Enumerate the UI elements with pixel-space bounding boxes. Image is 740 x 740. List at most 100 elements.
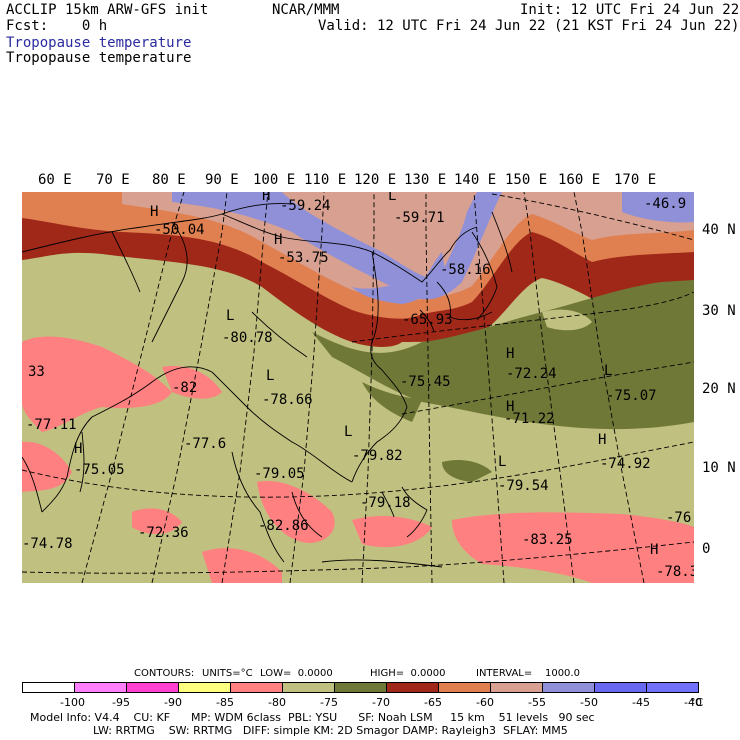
extremum-value: -82 xyxy=(172,380,197,396)
longitude-label: 150 E xyxy=(505,172,548,188)
init-time: Init: 12 UTC Fri 24 Jun 22 xyxy=(520,2,740,18)
extremum-value: -79.18 xyxy=(360,495,411,511)
longitude-label: 60 E xyxy=(38,172,72,188)
colorbar-tick-label: -50 xyxy=(580,696,598,709)
colorbar-swatch xyxy=(22,682,75,693)
extremum-value: -72.24 xyxy=(506,366,557,382)
longitude-label: 120 E xyxy=(354,172,397,188)
colorbar-tick-label: -75 xyxy=(320,696,338,709)
colorbar-swatch xyxy=(178,682,231,693)
colorbar-tick-label: -95 xyxy=(112,696,130,709)
extremum-value: -77.6 xyxy=(184,436,226,452)
extremum-value: -78.3 xyxy=(656,564,694,580)
extremum-marker: H xyxy=(150,204,158,220)
colorbar-unit: °C xyxy=(690,696,704,709)
extremum-value: -50.04 xyxy=(154,222,205,238)
longitude-label: 110 E xyxy=(304,172,347,188)
colorbar-swatch xyxy=(282,682,335,693)
longitude-label: 170 E xyxy=(614,172,657,188)
contours-label: CONTOURS: xyxy=(134,668,195,679)
extremum-marker: H xyxy=(274,232,282,248)
extremum-value: -74.78 xyxy=(22,536,73,552)
extremum-value: -78.66 xyxy=(262,392,313,408)
extremum-marker: L xyxy=(266,368,274,384)
interval-label: INTERVAL= 1000.0 xyxy=(476,668,580,679)
latitude-label: 20 N xyxy=(702,381,736,397)
colorbar-swatch xyxy=(74,682,127,693)
extremum-marker: H xyxy=(650,542,658,558)
extremum-value: -59.71 xyxy=(394,210,445,226)
extremum-value: -74.92 xyxy=(600,456,651,472)
longitude-label: 160 E xyxy=(558,172,601,188)
extremum-value: -80.78 xyxy=(222,330,273,346)
extremum-value: -71.22 xyxy=(504,411,555,427)
extremum-marker: L xyxy=(344,424,352,440)
colorbar-swatch xyxy=(230,682,283,693)
extremum-marker: H xyxy=(506,399,514,415)
low-label: LOW= 0.0000 xyxy=(260,668,333,679)
extremum-marker: L xyxy=(388,192,396,204)
extremum-value: -77.11 xyxy=(26,417,77,433)
extremum-value: -75.07 xyxy=(606,388,657,404)
extremum-value: -79.05 xyxy=(254,466,305,482)
colorbar-swatch xyxy=(438,682,491,693)
colorbar-tick-label: -45 xyxy=(632,696,650,709)
colorbar-tick-label: -60 xyxy=(476,696,494,709)
longitude-label: 130 E xyxy=(404,172,447,188)
units-label: UNITS=°C xyxy=(202,668,253,679)
valid-time: Valid: 12 UTC Fri 24 Jun 22 (21 KST Fri … xyxy=(318,18,740,34)
tropopause-temperature-map: H -59.24 L -59.71 -46.9 H -50.04 H -53.75 -58.16 L… xyxy=(22,192,694,583)
field-title-shaded: Tropopause temperature xyxy=(6,35,192,51)
extremum-value: -76. xyxy=(666,510,694,526)
longitude-label: 80 E xyxy=(152,172,186,188)
colorbar-tick-label: -40 xyxy=(684,696,702,709)
colorbar-tick-label: -85 xyxy=(216,696,234,709)
longitude-label: 100 E xyxy=(253,172,296,188)
extremum-value: -79.82 xyxy=(352,448,403,464)
colorbar-tick-label: -90 xyxy=(164,696,182,709)
field-title-contour: Tropopause temperature xyxy=(6,50,192,66)
extremum-value: -59.24 xyxy=(280,198,331,214)
colorbar-tick-label: -55 xyxy=(528,696,546,709)
latitude-label: 40 N xyxy=(702,222,736,238)
extremum-marker: H xyxy=(506,346,514,362)
extremum-value: -75.45 xyxy=(400,374,451,390)
extremum-value: -79.54 xyxy=(498,478,549,494)
title-center: NCAR/MMM xyxy=(272,2,340,18)
extremum-value: -75.05 xyxy=(74,462,125,478)
longitude-label: 90 E xyxy=(205,172,239,188)
extremum-value: -53.75 xyxy=(278,250,329,266)
extremum-value: -83.25 xyxy=(522,532,573,548)
high-label: HIGH= 0.0000 xyxy=(370,668,446,679)
colorbar-tick-label: -100 xyxy=(60,696,85,709)
extremum-marker: L xyxy=(498,454,506,470)
extremum-marker: H xyxy=(262,192,270,204)
colorbar-swatch xyxy=(594,682,647,693)
longitude-label: 70 E xyxy=(96,172,130,188)
colorbar-swatch xyxy=(126,682,179,693)
extremum-value: -65.93 xyxy=(402,312,453,328)
colorbar-tick-label: -65 xyxy=(424,696,442,709)
extremum-marker: L xyxy=(226,308,234,324)
title-left: ACCLIP 15km ARW-GFS init xyxy=(6,2,209,18)
extremum-marker: L xyxy=(604,363,612,379)
extremum-value: -46.9 xyxy=(644,196,686,212)
extremum-value: -72.36 xyxy=(138,525,189,541)
extremum-value: 33 xyxy=(28,364,45,380)
latitude-label: 10 N xyxy=(702,460,736,476)
model-info-line2: LW: RRTMG SW: RRTMG DIFF: simple KM: 2D … xyxy=(30,724,568,737)
extremum-value: -82.86 xyxy=(258,518,309,534)
colorbar-swatch xyxy=(490,682,543,693)
model-info-line1: Model Info: V4.4 CU: KF MP: WDM 6class P… xyxy=(30,711,595,724)
extremum-marker: H xyxy=(598,432,606,448)
extremum-marker: H xyxy=(74,441,82,457)
forecast-hour: Fcst: 0 h xyxy=(6,18,108,34)
latitude-label: 0 xyxy=(702,541,711,557)
colorbar-swatch xyxy=(386,682,439,693)
colorbar-swatch xyxy=(334,682,387,693)
latitude-label: 30 N xyxy=(702,303,736,319)
colorbar-swatch xyxy=(646,682,699,693)
colorbar-swatch xyxy=(542,682,595,693)
colorbar-tick-label: -80 xyxy=(268,696,286,709)
colorbar-tick-label: -70 xyxy=(372,696,390,709)
